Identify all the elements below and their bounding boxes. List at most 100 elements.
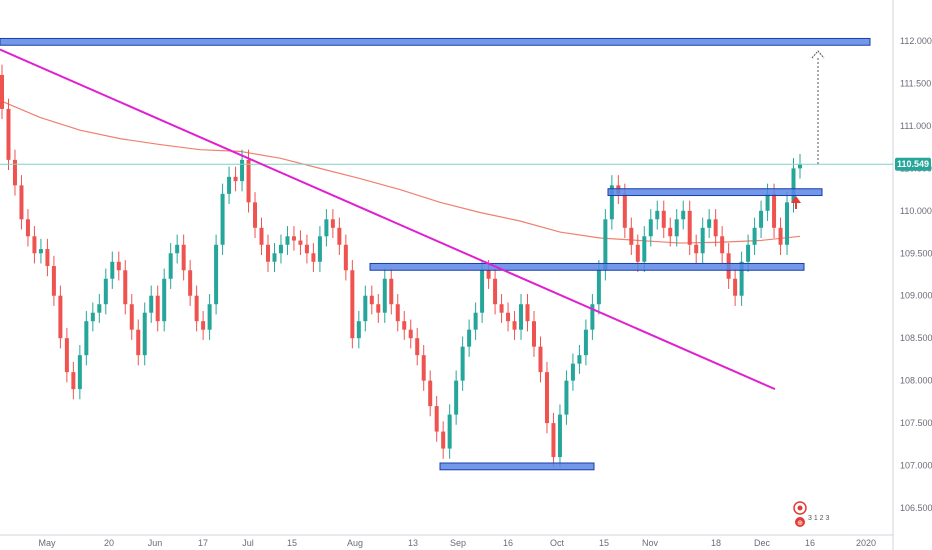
candle-body <box>759 210 764 228</box>
events-badge[interactable]: ⊕ 3 1 2 3 <box>793 501 830 527</box>
candle-body <box>207 304 212 330</box>
candle-body <box>58 295 63 339</box>
price-tick: 109.500 <box>900 248 932 258</box>
candle-body <box>519 304 524 330</box>
candle-body <box>272 253 277 262</box>
candle-body <box>733 278 738 296</box>
zone-resistance-112[interactable] <box>0 37 871 46</box>
candle-body <box>603 219 608 271</box>
candle-body <box>577 355 582 364</box>
candle-body <box>227 176 232 194</box>
candle-body <box>694 244 699 254</box>
up-arrow-icon <box>791 196 801 209</box>
candle-body <box>389 278 394 305</box>
candle-body <box>25 219 30 237</box>
zones-layer <box>0 37 871 471</box>
candle-body <box>90 312 95 322</box>
candle-body <box>668 227 673 237</box>
candle-body <box>655 210 660 220</box>
candle-body <box>201 321 206 330</box>
candle-body <box>629 227 634 245</box>
candle-body <box>525 304 530 322</box>
zone-support-109.35[interactable] <box>369 262 805 271</box>
candle-body <box>493 278 498 305</box>
candle-body <box>38 249 43 254</box>
candle-body <box>421 355 426 381</box>
time-tick: Sep <box>450 538 466 548</box>
candle-body <box>181 244 186 271</box>
candle-body <box>408 329 413 339</box>
trendline[interactable] <box>0 48 776 391</box>
time-tick: 13 <box>408 538 418 548</box>
candle-body <box>746 244 751 262</box>
candle-body <box>765 193 770 211</box>
candle-body <box>454 380 459 415</box>
candle-body <box>149 295 154 313</box>
candle-body <box>506 312 511 322</box>
candle-body <box>681 210 686 220</box>
candle-body <box>285 236 290 245</box>
candle-body <box>467 329 472 347</box>
price-tick: 107.000 <box>900 461 932 471</box>
candle-body <box>499 304 504 313</box>
time-tick: Oct <box>550 538 565 548</box>
candle-body <box>311 253 316 262</box>
candle-body <box>791 168 796 203</box>
candle-body <box>116 261 121 271</box>
candle-body <box>551 423 556 458</box>
candle-body <box>376 304 381 313</box>
candle-body <box>343 244 348 271</box>
price-tick: 111.500 <box>900 78 931 88</box>
moving-average-line <box>0 99 801 244</box>
candle-body <box>590 304 595 330</box>
time-tick: 20 <box>104 538 114 548</box>
candle-body <box>785 202 790 245</box>
candle-body <box>441 431 446 449</box>
price-tick: 109.000 <box>900 291 932 301</box>
candle-body <box>486 270 491 279</box>
candle-body <box>700 227 705 254</box>
candle-body <box>298 240 303 245</box>
candle-body <box>330 219 335 228</box>
candle-body <box>64 338 69 373</box>
candle-body <box>350 270 355 339</box>
time-tick: 15 <box>599 538 609 548</box>
candle-body <box>220 193 225 245</box>
candle-body <box>473 312 478 330</box>
time-tick: 17 <box>198 538 208 548</box>
candle-body <box>642 236 647 262</box>
candle-body <box>214 244 219 305</box>
candle-body <box>136 329 141 356</box>
candle-body <box>622 193 627 228</box>
price-tick: 112.000 <box>900 36 932 46</box>
events-badge-counts: 3 1 2 3 <box>808 515 830 522</box>
candle-body <box>720 236 725 254</box>
candle-body <box>129 304 134 330</box>
candle-body <box>395 304 400 322</box>
candle-body <box>259 227 264 245</box>
candle-body <box>369 295 374 305</box>
time-axis-ticks: May 20 Jun 17 Jul 15 Aug 13 Sep 16 Oct 15 Nov 18 Dec 16… <box>38 538 876 548</box>
candle-body <box>402 321 407 330</box>
candle-body <box>798 164 802 169</box>
candle-body <box>707 219 712 228</box>
zone-support-107[interactable] <box>439 462 595 471</box>
time-tick: 15 <box>287 538 297 548</box>
candle-body <box>434 406 439 432</box>
candle-body <box>84 321 89 356</box>
zone-resistance-110.2[interactable] <box>607 188 823 197</box>
candle-body <box>194 295 199 322</box>
candle-body <box>713 219 718 237</box>
candle-body <box>778 227 783 245</box>
candle-body <box>538 346 543 373</box>
price-tick: 108.000 <box>900 376 932 386</box>
candle-body <box>6 108 11 160</box>
candle-body <box>772 193 777 228</box>
candle-body <box>415 338 420 356</box>
candle-body <box>564 380 569 415</box>
moving-average-layer <box>0 99 801 244</box>
candle-body <box>162 278 167 322</box>
time-tick: Dec <box>754 538 771 548</box>
candle-body <box>687 210 692 245</box>
